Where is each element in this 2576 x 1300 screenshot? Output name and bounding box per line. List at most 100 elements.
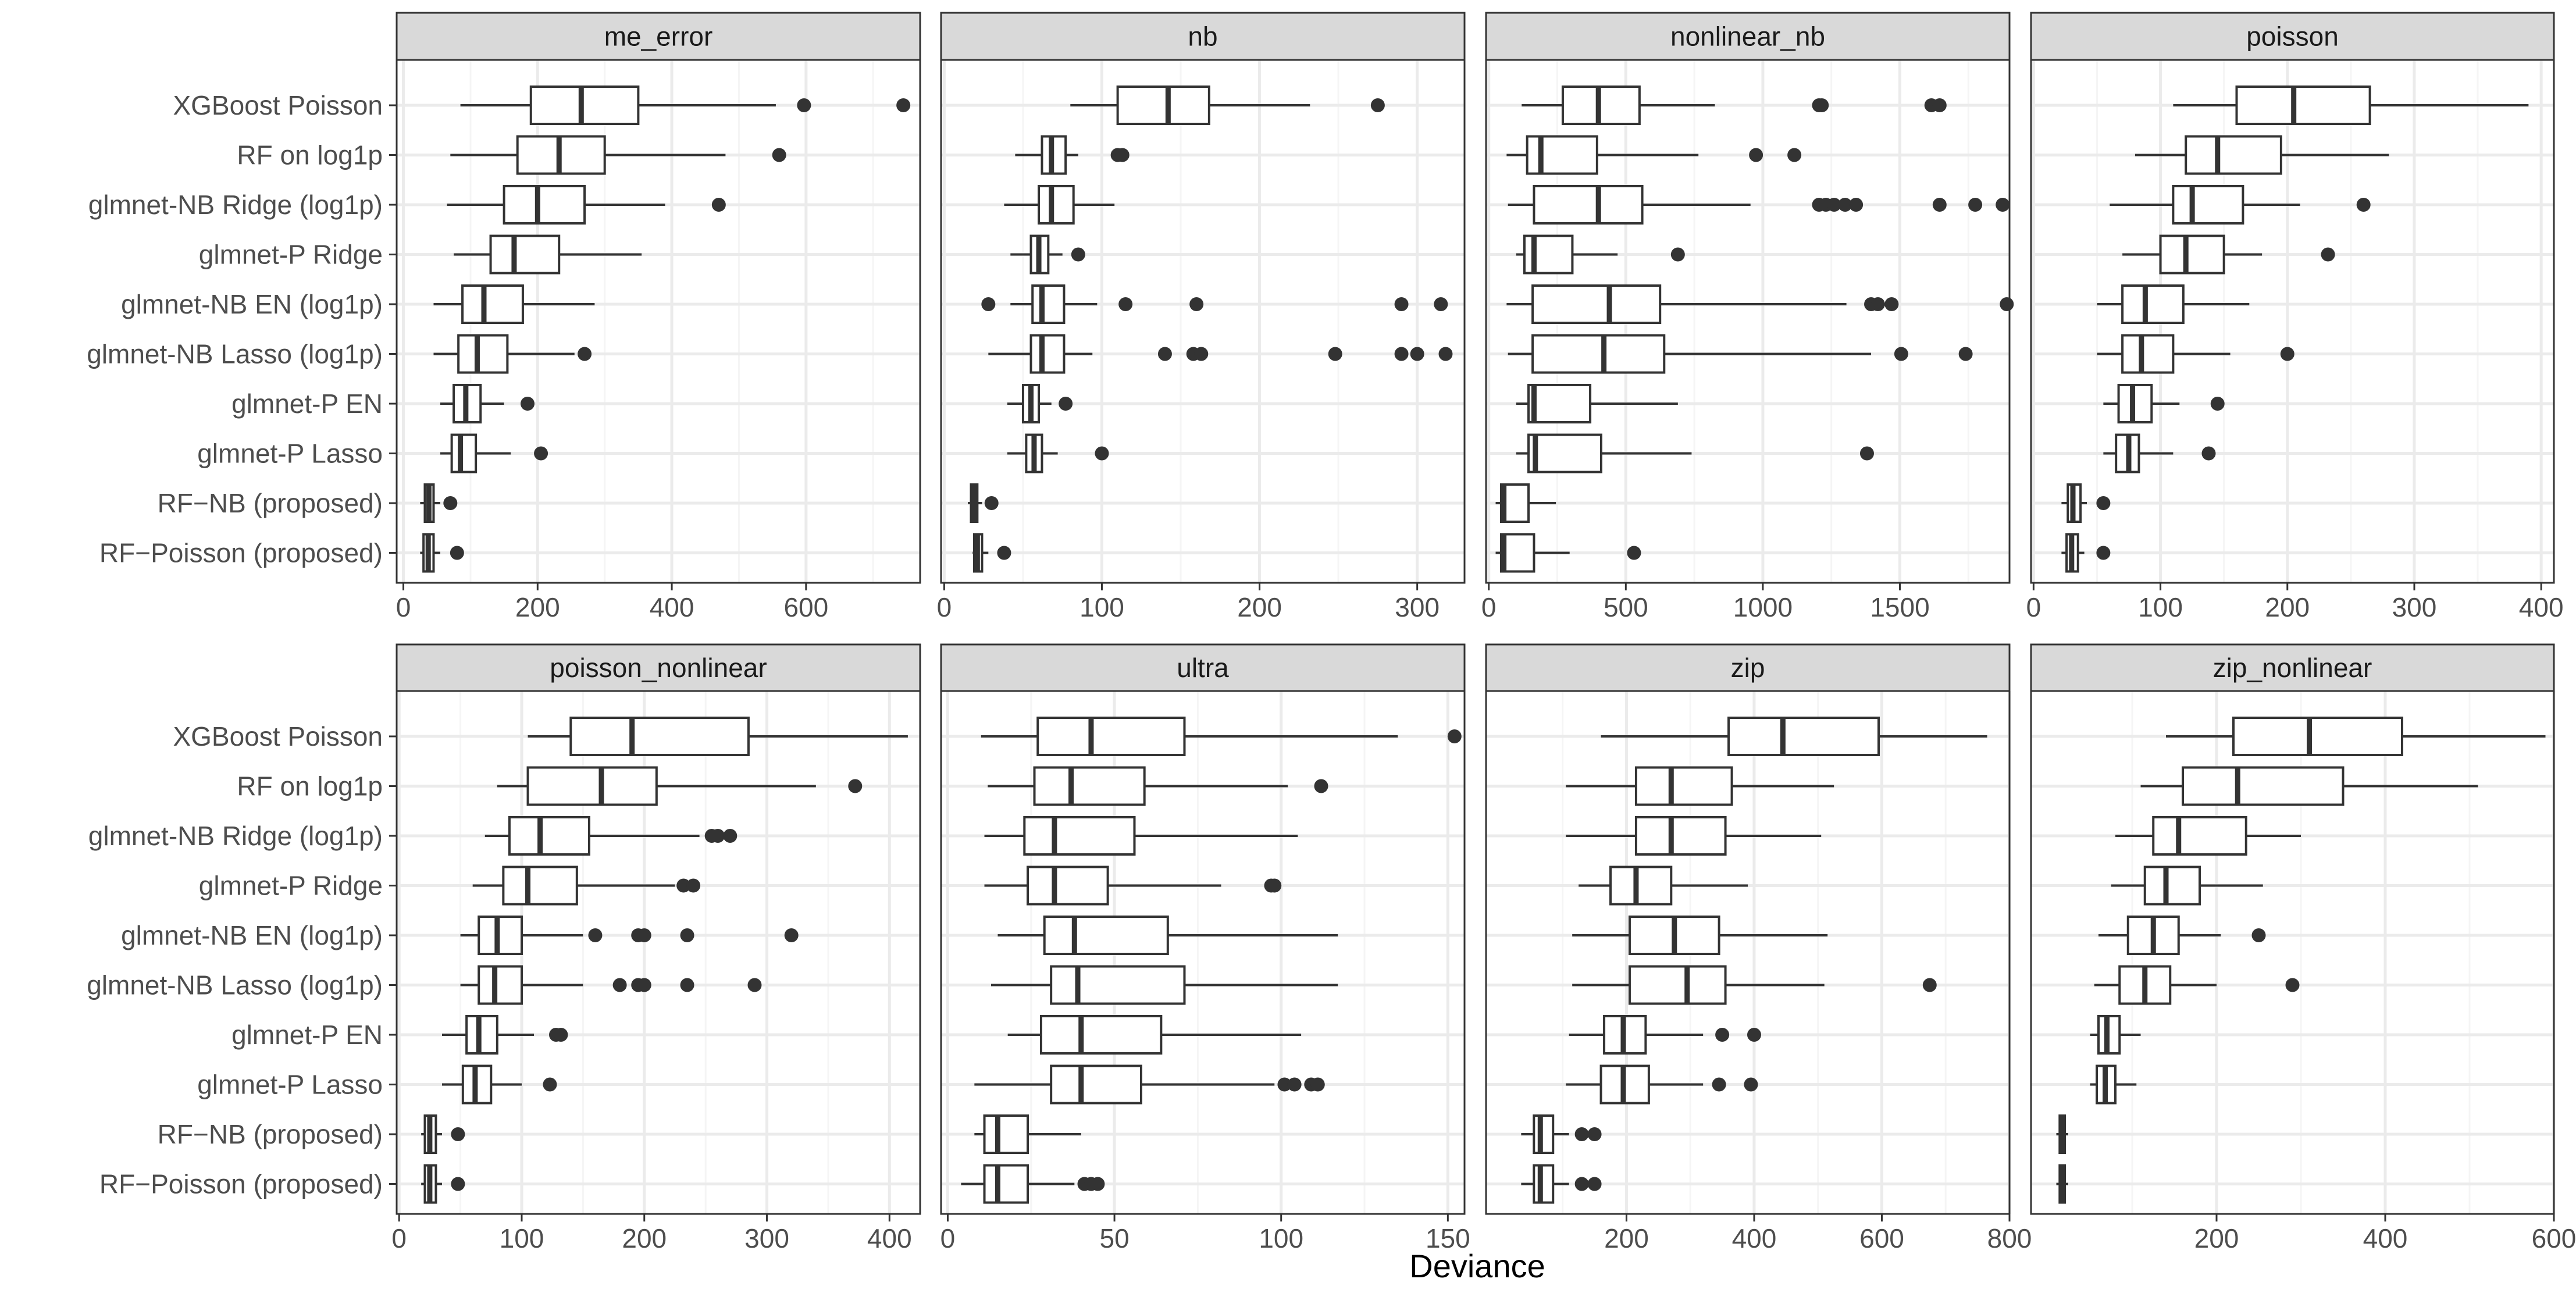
facet-title: poisson_nonlinear [550, 653, 767, 683]
outlier-point [1838, 198, 1852, 212]
box-nb-0 [1070, 86, 1385, 125]
outlier-point [1715, 1028, 1730, 1042]
box-zip_nonlinear-4 [2098, 916, 2266, 955]
outlier-point [450, 546, 464, 560]
outlier-point [984, 496, 999, 510]
box-iqr [1533, 1114, 1555, 1154]
box-iqr [1050, 1064, 1142, 1105]
box-ultra-9 [961, 1164, 1105, 1204]
box-iqr [1050, 965, 1186, 1005]
box-zip-2 [1566, 816, 1822, 856]
facet-panel-zip: zip 200 400 600 800 [1485, 643, 2032, 1253]
outlier-point [1071, 247, 1085, 262]
box-poisson_nonlinear-0 [528, 717, 908, 756]
category-label: RF−Poisson (proposed) [99, 1169, 383, 1199]
outlier-point [1267, 878, 1282, 893]
box-iqr [1038, 185, 1075, 225]
x-tick-label: 0 [391, 1223, 407, 1253]
box-nonlinear_nb-2 [1508, 185, 2010, 225]
box-me_error-9 [420, 533, 464, 573]
outlier-point [1118, 297, 1133, 311]
outlier-point [1189, 297, 1204, 311]
x-tick-label: 500 [1604, 592, 1648, 622]
box-me_error-7 [440, 433, 548, 473]
facet-panel-ultra: ultra 0 50 100 150 [940, 643, 1470, 1253]
facet-strip [2030, 12, 2555, 61]
box-poisson_nonlinear-1 [497, 766, 863, 806]
box-nb-8 [968, 483, 999, 523]
outlier-point [1095, 446, 1109, 461]
facet-strip [2030, 643, 2555, 692]
box-poisson-3 [2122, 234, 2335, 275]
category-label: glmnet-P EN [231, 389, 383, 419]
outlier-point [1932, 198, 1947, 212]
outlier-point [2285, 978, 2300, 992]
box-iqr [457, 334, 509, 374]
outlier-point [680, 978, 694, 992]
box-iqr [1031, 284, 1066, 324]
outlier-point [2000, 297, 2014, 311]
box-nb-6 [1007, 384, 1073, 423]
facet-strip [1485, 643, 2011, 692]
box-nb-3 [1010, 234, 1085, 275]
category-label: RF−Poisson (proposed) [99, 538, 383, 568]
box-nonlinear_nb-9 [1495, 533, 1641, 573]
category-label: RF−NB (proposed) [158, 1119, 383, 1149]
outlier-point [1587, 1177, 1602, 1191]
box-iqr [1116, 86, 1210, 125]
outlier-point [1996, 198, 2010, 212]
box-me_error-0 [460, 86, 911, 125]
outlier-point [1394, 297, 1409, 311]
box-iqr [461, 284, 524, 324]
facet-title: me_error [604, 22, 713, 52]
box-poisson-5 [2097, 334, 2294, 374]
outlier-point [2096, 546, 2111, 560]
outlier-point [1958, 347, 1973, 361]
outlier-point [1749, 148, 1763, 162]
x-tick-label: 0 [2026, 592, 2041, 622]
box-poisson-9 [2061, 533, 2111, 573]
facet-panel-zip_nonlinear: zip_nonlinear 200 400 600 [2030, 643, 2576, 1253]
box-zip_nonlinear-2 [2115, 816, 2301, 856]
box-iqr [1033, 766, 1146, 806]
category-label: glmnet-P EN [231, 1020, 383, 1050]
category-label: XGBoost Poisson [173, 721, 383, 751]
x-tick-label: 400 [650, 592, 694, 622]
outlier-point [443, 496, 458, 510]
facet-title: poisson [2246, 22, 2339, 52]
outlier-point [848, 779, 863, 793]
outlier-point [1849, 198, 1864, 212]
box-iqr [1527, 384, 1592, 423]
facet-title: nonlinear_nb [1670, 22, 1825, 52]
facet-title: zip_nonlinear [2213, 653, 2372, 683]
facet-panel-nb: nb 0 100 200 300 [937, 12, 1466, 622]
x-tick-label: 200 [1604, 1223, 1649, 1253]
box-poisson_nonlinear-2 [484, 816, 737, 856]
box-nb-5 [988, 334, 1453, 374]
box-iqr [1533, 1164, 1555, 1204]
box-poisson_nonlinear-6 [441, 1015, 568, 1055]
box-iqr [1531, 334, 1666, 374]
outlier-point [711, 198, 726, 212]
category-label: glmnet-P Ridge [199, 871, 383, 901]
box-zip-6 [1569, 1015, 1761, 1055]
box-iqr [2143, 866, 2201, 906]
outlier-point [711, 829, 725, 843]
box-iqr [529, 86, 640, 125]
box-iqr [1039, 1015, 1163, 1055]
outlier-point [637, 978, 651, 992]
box-iqr [1628, 965, 1727, 1005]
outlier-point [1627, 546, 1641, 560]
box-ultra-1 [988, 766, 1328, 806]
outlier-point [1712, 1077, 1726, 1092]
panel-background [2031, 60, 2554, 583]
box-iqr [502, 866, 578, 906]
outlier-point [543, 1077, 557, 1092]
box-iqr [1029, 334, 1066, 374]
outlier-point [1884, 297, 1899, 311]
box-iqr [983, 1164, 1029, 1204]
x-tick-label: 0 [1481, 592, 1497, 622]
box-nb-9 [972, 533, 1011, 573]
outlier-point [1447, 729, 1462, 743]
box-iqr [1531, 284, 1662, 324]
